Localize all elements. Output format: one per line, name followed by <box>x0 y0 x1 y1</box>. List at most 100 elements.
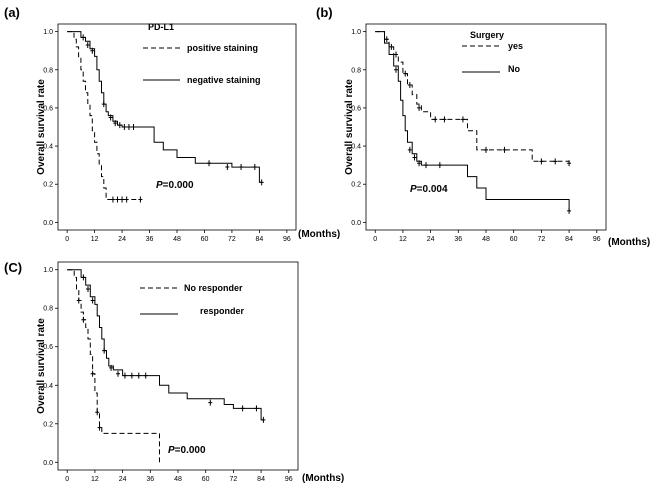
x-axis-title: (Months) <box>608 237 650 248</box>
censor-mark <box>136 372 141 379</box>
censor-mark <box>407 82 412 89</box>
y-tick-label: 1.0 <box>43 29 53 36</box>
censor-mark <box>460 116 465 123</box>
x-tick-label: 0 <box>65 476 69 483</box>
x-axis-title: (Months) <box>302 473 344 484</box>
x-tick-label: 36 <box>146 476 154 483</box>
x-tick-label: 96 <box>593 236 601 243</box>
plot-frame <box>57 261 299 471</box>
panel-c: (C) Overall survival rate (Months) No re… <box>4 260 344 484</box>
plot-frame <box>57 23 297 231</box>
censor-mark <box>143 372 148 379</box>
censor-mark <box>76 297 81 304</box>
p-value-prefix: P <box>168 445 175 456</box>
p-value: P=0.000 <box>156 180 194 191</box>
y-tick-label: 0.6 <box>43 105 53 112</box>
censor-mark <box>567 160 572 167</box>
x-tick-label: 24 <box>119 476 127 483</box>
censor-mark <box>138 196 143 203</box>
y-axis-title: Overall survival rate <box>36 79 47 175</box>
x-tick-label: 84 <box>565 236 573 243</box>
x-tick-label: 0 <box>373 236 377 243</box>
censor-mark <box>225 164 230 171</box>
p-value-number: =0.000 <box>163 180 194 191</box>
y-tick-label: 0.0 <box>351 220 361 227</box>
x-tick-label: 48 <box>173 236 181 243</box>
x-tick-label: 0 <box>65 236 69 243</box>
censor-mark <box>407 146 412 153</box>
y-tick-label: 0.0 <box>43 220 53 227</box>
x-tick-label: 36 <box>454 236 462 243</box>
censor-mark <box>131 124 136 130</box>
legend-title: PD-L1 <box>148 22 174 32</box>
censor-mark <box>129 372 134 379</box>
censor-mark <box>81 316 86 323</box>
x-tick-label: 72 <box>228 236 236 243</box>
legend-label-no: No <box>508 64 520 74</box>
censor-mark <box>117 122 122 129</box>
y-tick-label: 0.2 <box>43 182 53 189</box>
y-tick-label: 1.0 <box>43 267 53 274</box>
censor-mark <box>120 196 125 203</box>
x-tick-label: 96 <box>285 476 293 483</box>
legend-label-responder: responder <box>200 306 245 316</box>
p-value: P=0.004 <box>410 184 448 195</box>
censor-mark <box>539 158 544 165</box>
x-tick-label: 60 <box>201 236 209 243</box>
censor-mark <box>102 347 107 354</box>
p-value-number: =0.004 <box>417 184 448 195</box>
x-tick-label: 24 <box>118 236 126 243</box>
x-tick-label: 12 <box>91 476 99 483</box>
censor-mark <box>394 66 398 73</box>
x-tick-label: 60 <box>510 236 518 243</box>
y-axis-title: Overall survival rate <box>344 79 355 175</box>
p-value: P=0.000 <box>168 445 206 456</box>
censor-mark <box>240 405 245 412</box>
survival-curve-no <box>375 31 570 211</box>
censor-mark <box>86 285 90 292</box>
x-tick-label: 96 <box>283 236 291 243</box>
censor-mark <box>85 41 90 48</box>
censor-mark <box>124 196 129 203</box>
x-tick-label: 48 <box>174 476 182 483</box>
censor-mark <box>81 34 86 41</box>
panel-label: (a) <box>4 5 20 20</box>
y-tick-label: 0.2 <box>351 182 361 189</box>
censor-mark <box>424 162 428 169</box>
censor-mark <box>433 116 438 123</box>
x-tick-label: 84 <box>255 236 263 243</box>
censor-mark <box>113 120 118 127</box>
censor-mark <box>108 114 113 121</box>
censor-mark <box>81 274 86 281</box>
x-tick-label: 24 <box>427 236 435 243</box>
censor-mark <box>417 104 422 111</box>
censor-mark <box>394 51 398 58</box>
censor-mark <box>90 47 95 54</box>
y-tick-label: 0.6 <box>351 105 361 112</box>
censor-mark <box>126 124 131 130</box>
y-tick-label: 1.0 <box>351 29 361 36</box>
censor-mark <box>254 405 259 412</box>
censor-mark <box>403 70 408 77</box>
censor-mark <box>101 101 106 108</box>
censor-mark <box>384 36 389 43</box>
x-tick-label: 48 <box>482 236 490 243</box>
censor-mark <box>110 196 115 203</box>
x-axis-title: (Months) <box>298 229 340 240</box>
x-tick-label: 12 <box>91 236 99 243</box>
y-tick-label: 0.4 <box>351 144 361 151</box>
p-value-number: =0.000 <box>175 445 206 456</box>
y-axis-title: Overall survival rate <box>36 318 47 414</box>
x-tick-label: 72 <box>537 236 545 243</box>
legend-title: Surgery <box>470 30 504 40</box>
panel-a: (a) Overall survival rate (Months) PD-L1… <box>4 5 340 243</box>
legend-label-negative: negative staining <box>187 75 261 85</box>
censor-mark <box>122 372 127 379</box>
y-tick-label: 0.2 <box>43 421 53 428</box>
panel-b: (b) Overall survival rate (Months) Surge… <box>316 5 650 248</box>
censor-mark <box>116 370 120 377</box>
y-tick-label: 0.8 <box>351 67 361 74</box>
censor-mark <box>417 160 422 167</box>
survival-curve-no-responder <box>67 269 160 463</box>
